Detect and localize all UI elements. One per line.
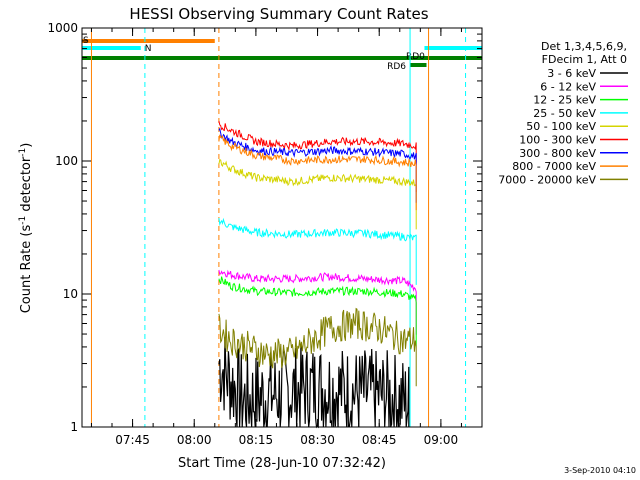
series-line [218, 276, 417, 347]
legend-entry-label: 6 - 12 keV [540, 80, 596, 93]
y-axis-ticks: 1 10 100 1000 [47, 21, 482, 434]
x-axis-ticks: 07:45 08:00 08:15 08:30 08:45 09:00 [90, 28, 462, 447]
x-axis-label: Start Time (28-Jun-10 07:32:42) [178, 456, 386, 471]
legend-entry-label: 25 - 50 keV [533, 107, 596, 120]
timestamp: 3-Sep-2010 04:10 [564, 466, 636, 475]
plot-frame [81, 27, 483, 428]
y-tick-label: 100 [55, 154, 78, 168]
data-series [218, 120, 417, 429]
flag-bar-label: RD0 [406, 52, 425, 62]
series-line [218, 269, 417, 335]
legend-entry-label: 300 - 800 keV [519, 147, 596, 160]
series-line [218, 337, 410, 429]
y-tick-label: 1000 [47, 21, 78, 35]
flag-bar-label: RD6 [387, 62, 406, 72]
legend: Det 1,3,4,5,6,9, FDecim 1, Att 0 3 - 6 k… [498, 40, 628, 186]
y-axis-label: Count Rate (s-1 detector-1) [18, 143, 34, 314]
legend-entry-label: 3 - 6 keV [547, 67, 596, 80]
x-tick-label: 08:00 [177, 433, 212, 447]
x-tick-label: 09:00 [424, 433, 459, 447]
flag-bar-label: N [145, 44, 152, 54]
y-tick-label: 1 [70, 420, 78, 434]
x-tick-label: 07:45 [115, 433, 150, 447]
series-line [218, 127, 417, 203]
x-tick-label: 08:45 [362, 433, 397, 447]
x-tick-label: 08:30 [300, 433, 335, 447]
series-line [218, 217, 417, 285]
legend-entry-label: 100 - 300 keV [519, 134, 596, 147]
x-tick-label: 08:15 [239, 433, 274, 447]
legend-entry-label: 800 - 7000 keV [512, 160, 596, 173]
y-tick-label: 10 [63, 287, 78, 301]
legend-entry-label: 12 - 25 keV [533, 94, 596, 107]
legend-header-line-1: Det 1,3,4,5,6,9, [541, 40, 627, 53]
series-line [218, 120, 417, 192]
legend-entry-label: 50 - 100 keV [526, 120, 596, 133]
legend-entry-label: 7000 - 20000 keV [498, 173, 596, 186]
time-marker-lines [90, 28, 467, 427]
legend-header-line-2: FDecim 1, Att 0 [542, 53, 627, 66]
series-line [218, 134, 417, 211]
series-line [218, 158, 417, 230]
series-line [218, 307, 417, 387]
chart-title: HESSI Observing Summary Count Rates [129, 5, 428, 23]
